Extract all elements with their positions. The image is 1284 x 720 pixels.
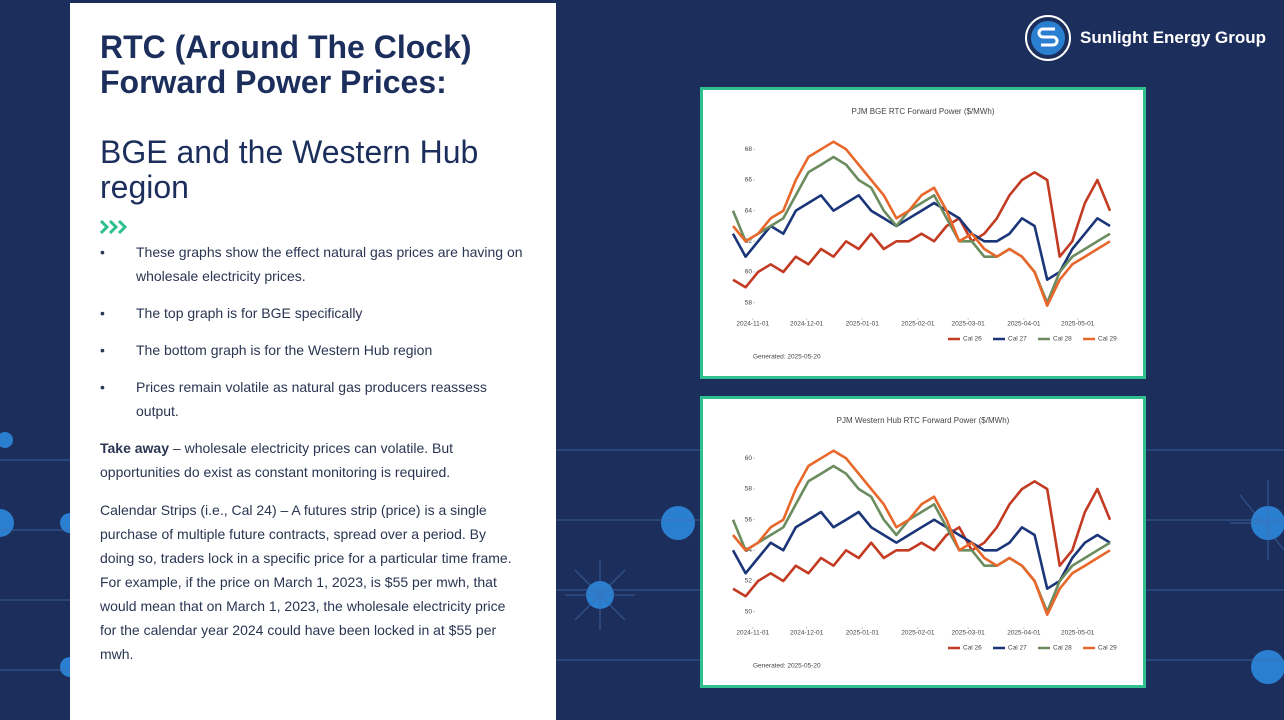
y-tick-label: 52 bbox=[745, 578, 753, 585]
series-line bbox=[732, 171, 1112, 289]
x-tick-label: 2025-04-01 bbox=[1007, 321, 1041, 328]
logo-text: Sunlight Energy Group bbox=[1080, 28, 1267, 47]
legend-label: Cal 29 bbox=[1098, 645, 1117, 652]
logo: Sunlight Energy Group bbox=[1024, 14, 1266, 62]
chart-title: PJM Western Hub RTC Forward Power ($/MWh… bbox=[837, 416, 1010, 425]
slide-title: RTC (Around The Clock) Forward Power Pri… bbox=[100, 30, 472, 100]
bullet: The bottom graph is for the Western Hub … bbox=[100, 338, 530, 362]
y-tick-label: 58 bbox=[745, 486, 753, 493]
legend-label: Cal 27 bbox=[1008, 645, 1027, 652]
subtitle-line: BGE and the Western Hub bbox=[100, 134, 479, 170]
x-tick-label: 2025-01-01 bbox=[846, 630, 880, 637]
chart-title: PJM BGE RTC Forward Power ($/MWh) bbox=[852, 107, 995, 116]
sunburst-rays bbox=[0, 449, 1284, 671]
legend-label: Cal 28 bbox=[1053, 645, 1072, 652]
takeaway: Take away – wholesale electricity prices… bbox=[100, 436, 520, 484]
x-tick-label: 2025-05-01 bbox=[1061, 321, 1095, 328]
legend-label: Cal 26 bbox=[963, 336, 982, 343]
slide-subtitle: BGE and the Western Hub region bbox=[100, 135, 478, 205]
y-tick-label: 62 bbox=[745, 238, 753, 245]
x-tick-label: 2024-12-01 bbox=[790, 630, 824, 637]
y-tick-label: 60 bbox=[745, 269, 753, 276]
y-tick-label: 60 bbox=[745, 455, 753, 462]
logo-icon bbox=[1025, 15, 1071, 61]
title-line: RTC (Around The Clock) bbox=[100, 29, 472, 65]
x-tick-label: 2025-02-01 bbox=[901, 630, 935, 637]
x-tick-label: 2025-03-01 bbox=[952, 321, 986, 328]
legend-label: Cal 26 bbox=[963, 645, 982, 652]
x-tick-label: 2025-01-01 bbox=[846, 321, 880, 328]
y-tick-label: 66 bbox=[745, 177, 753, 184]
subtitle-line: region bbox=[100, 169, 189, 205]
legend-label: Cal 29 bbox=[1098, 336, 1117, 343]
chevrons-icon bbox=[100, 220, 128, 234]
chart: PJM BGE RTC Forward Power ($/MWh) 58 60 62 6… bbox=[731, 107, 1117, 361]
x-tick-label: 2024-12-01 bbox=[790, 321, 824, 328]
legend-label: Cal 27 bbox=[1008, 336, 1027, 343]
takeaway-label: Take away bbox=[100, 440, 170, 456]
takeaway-text: – wholesale electricity prices can volat… bbox=[100, 440, 454, 480]
bullet: Prices remain volatile as natural gas pr… bbox=[100, 375, 530, 423]
series-line bbox=[732, 480, 1112, 598]
chart: PJM Western Hub RTC Forward Power ($/MWh… bbox=[731, 416, 1117, 670]
chart-frame: PJM Western Hub RTC Forward Power ($/MWh… bbox=[700, 396, 1146, 688]
x-tick-label: 2025-02-01 bbox=[901, 321, 935, 328]
x-tick-label: 2025-04-01 bbox=[1007, 630, 1041, 637]
series-line bbox=[731, 194, 1111, 281]
y-tick-label: 64 bbox=[745, 207, 753, 214]
series-line bbox=[731, 155, 1111, 304]
y-tick-label: 54 bbox=[745, 547, 753, 554]
bullet: These graphs show the effect natural gas… bbox=[100, 240, 530, 288]
y-tick-label: 56 bbox=[745, 516, 753, 523]
bullet: The top graph is for BGE specifically bbox=[100, 301, 530, 325]
y-tick-label: 58 bbox=[745, 299, 753, 306]
series-line bbox=[731, 140, 1111, 307]
bullet-list: These graphs show the effect natural gas… bbox=[100, 240, 530, 436]
x-tick-label: 2024-11-01 bbox=[736, 630, 769, 637]
chart-footnote: Generated: 2025-05-20 bbox=[753, 663, 821, 670]
x-tick-label: 2025-05-01 bbox=[1061, 630, 1095, 637]
chart-frame: PJM BGE RTC Forward Power ($/MWh) 58 60 62 6… bbox=[700, 87, 1146, 379]
series-line bbox=[731, 449, 1111, 616]
calendar-paragraph: Calendar Strips (i.e., Cal 24) – A futur… bbox=[100, 502, 512, 662]
x-tick-label: 2025-03-01 bbox=[952, 630, 986, 637]
title-line: Forward Power Prices: bbox=[100, 64, 447, 100]
text-panel: RTC (Around The Clock) Forward Power Pri… bbox=[70, 3, 556, 720]
legend-label: Cal 28 bbox=[1053, 336, 1072, 343]
x-tick-label: 2024-11-01 bbox=[736, 321, 769, 328]
series-line bbox=[731, 510, 1111, 590]
chart-footnote: Generated: 2025-05-20 bbox=[753, 354, 821, 361]
y-tick-label: 50 bbox=[745, 608, 753, 615]
y-tick-label: 68 bbox=[745, 146, 753, 153]
